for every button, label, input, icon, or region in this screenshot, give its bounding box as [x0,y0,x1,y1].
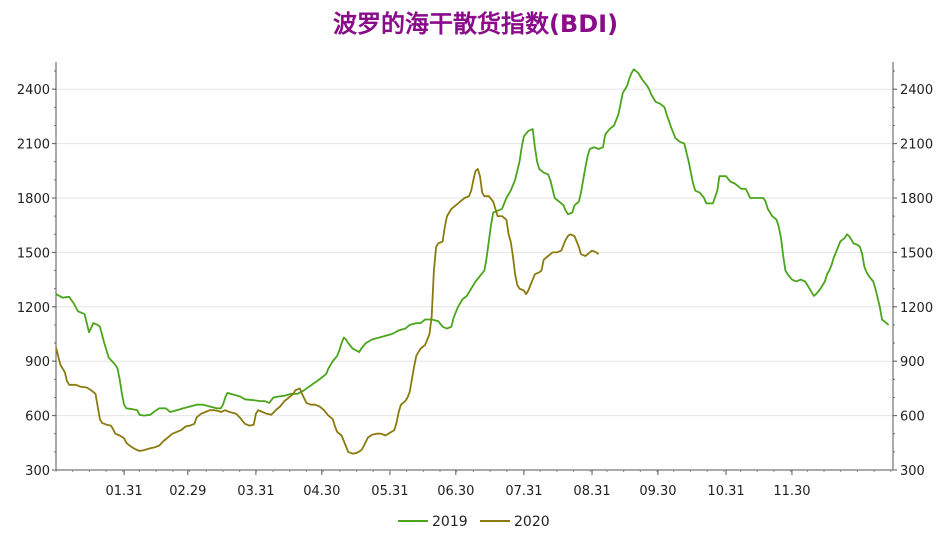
y-tick-label-left: 1800 [17,192,50,207]
x-tick-label: 01.31 [105,484,142,499]
y-tick-label-left: 2400 [17,83,50,98]
y-tick-label-right: 1800 [900,192,933,207]
series-line-2020 [55,168,600,455]
y-tick-label-right: 1500 [900,246,933,261]
series-layer [55,68,890,455]
x-tick-label: 08.31 [573,484,610,499]
x-tick-label: 04.30 [303,484,340,499]
x-tick-label: 03.31 [237,484,274,499]
x-tick-label: 05.31 [371,484,408,499]
y-tick-label-right: 1200 [900,301,933,316]
y-tick-label-left: 1200 [17,301,50,316]
x-tick-label: 02.29 [169,484,206,499]
x-tick-label: 11.30 [773,484,810,499]
x-tick-label: 10.31 [707,484,744,499]
y-tick-label-left: 900 [25,355,50,370]
y-tick-label-right: 900 [900,355,925,370]
y-tick-label-left: 1500 [17,246,50,261]
y-tick-label-left: 2100 [17,138,50,153]
y-tick-label-left: 300 [25,464,50,479]
legend-label-2020: 2020 [514,514,550,530]
y-tick-label-right: 600 [900,410,925,425]
series-line-2019 [55,68,890,417]
legend-label-2019: 2019 [432,514,468,530]
legend: 2019 2020 [398,514,550,530]
x-tick-label: 06.30 [437,484,474,499]
x-tick-label: 09.30 [639,484,676,499]
axes: 300 300 600 600 900 900 1200 1200 1500 1500 1800 18… [17,62,933,499]
y-tick-label-left: 600 [25,410,50,425]
chart-title: 波罗的海干散货指数(BDI) [332,10,619,38]
x-tick-label: 07.31 [505,484,542,499]
y-tick-label-right: 300 [900,464,925,479]
gridlines [56,88,893,471]
y-tick-label-right: 2400 [900,83,933,98]
y-tick-label-right: 2100 [900,138,933,153]
